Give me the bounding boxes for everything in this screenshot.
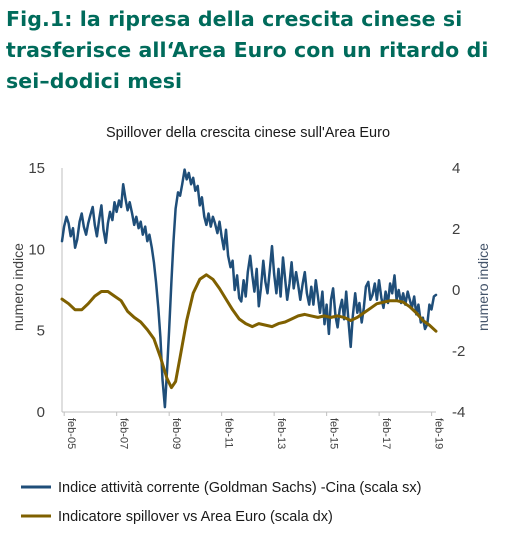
x-axis-tick-label: feb-13: [275, 418, 287, 449]
legend-label-spillover-indicator: Indicatore spillover vs Area Euro (scala…: [58, 509, 333, 525]
legend-label-activity-index: Indice attività corrente (Goldman Sachs)…: [58, 480, 421, 496]
right-axis-tick-label: 4: [452, 160, 460, 177]
plot-area: 0 5 10 15 -4 -2 0 2 4 feb-05 feb-07 feb-09 feb-11 feb…: [28, 160, 465, 449]
series-line-activity-index: [60, 168, 438, 409]
figure-heading-line-3: sei–dodici mesi: [6, 69, 183, 93]
legend: Indice attività corrente (Goldman Sachs)…: [21, 480, 421, 525]
x-axis-tick-label: feb-15: [328, 418, 340, 449]
left-axis-tick-label: 15: [28, 160, 45, 177]
x-axis-tick-label: feb-11: [223, 418, 235, 448]
left-axis-tick-label: 10: [28, 241, 45, 258]
right-axis-tick-label: -2: [452, 343, 465, 360]
x-axis-tick-label: feb-09: [170, 418, 182, 449]
right-axis-tick-label: -4: [452, 404, 465, 421]
right-axis-tick-label: 0: [452, 282, 460, 299]
x-axis-tick-label: feb-05: [65, 418, 77, 449]
x-axis-tick-label: feb-07: [118, 418, 130, 449]
series-line-spillover-indicator: [60, 273, 438, 390]
x-axis-tick-label: feb-19: [433, 418, 445, 449]
x-axis-tick-label: feb-17: [380, 418, 392, 449]
left-axis-title: numero indice: [10, 243, 26, 331]
figure-heading-line-2: trasferisce all‘Area Euro con un ritardo…: [6, 38, 489, 62]
left-axis-tick-label: 5: [37, 323, 45, 340]
left-axis-tick-label: 0: [37, 404, 45, 421]
right-axis-tick-label: 2: [452, 221, 460, 238]
chart-title: Spillover della crescita cinese sull'Are…: [106, 125, 390, 141]
right-axis-title: numero indice: [475, 243, 491, 331]
figure-heading: Fig.1: la ripresa della crescita cinese …: [6, 4, 511, 97]
figure-heading-line-1: Fig.1: la ripresa della crescita cinese …: [6, 7, 463, 31]
